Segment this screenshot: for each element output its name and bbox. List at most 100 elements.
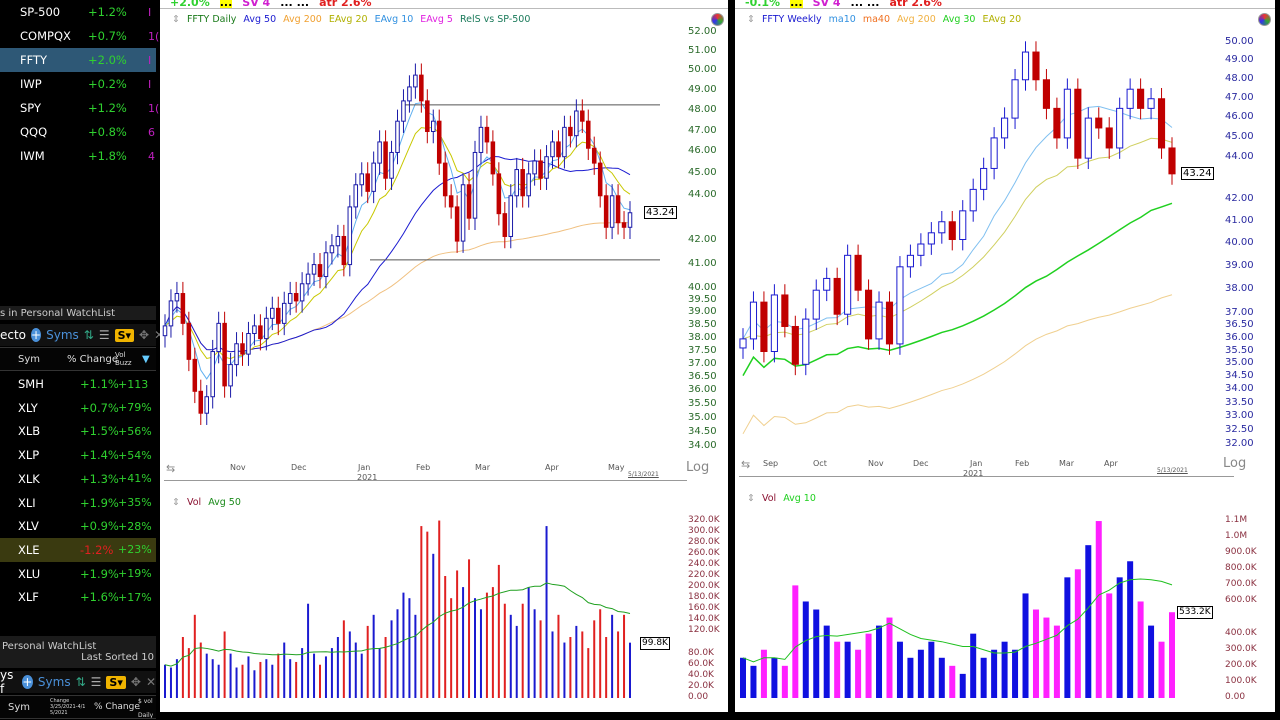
candle-body [538, 160, 543, 179]
watchlist-row-xle[interactable]: XLE -1.2% +23% [0, 537, 156, 562]
vol-buzz: +23% [118, 543, 152, 557]
col-sym[interactable]: Sym [18, 354, 41, 365]
watchlist-row-smh[interactable]: SMH +1.1% +113 [0, 372, 156, 396]
log-scale-toggle[interactable]: Log [1223, 456, 1247, 471]
index-row-spy[interactable]: SPY +1.2% 1( [0, 96, 159, 120]
col-vol-buzz[interactable]: Vol Buzz [115, 351, 132, 367]
index-row-qqq[interactable]: QQQ +0.8% 6 [0, 120, 156, 144]
symbol: SP-500 [20, 5, 61, 19]
drag-handle-icon[interactable]: ⇕ [747, 493, 755, 504]
legend-item[interactable]: ma40 [862, 14, 890, 25]
chart-svg [162, 63, 660, 698]
divider [735, 8, 1275, 9]
volume-bar [479, 609, 482, 698]
col-dollar-vol[interactable]: $ vol - Daily [138, 698, 154, 718]
legend-item[interactable]: RelS vs SP-500 [459, 14, 531, 25]
legend-item[interactable]: Avg 200 [283, 14, 322, 25]
volume-bar [164, 664, 166, 698]
sort-icon[interactable]: ⇅ [83, 328, 94, 342]
candle-body [168, 300, 174, 327]
candle-body [1137, 88, 1145, 109]
watchlist-row-xlk[interactable]: XLK +1.3% +41% [0, 467, 156, 491]
candle-body [770, 294, 778, 353]
legend-item[interactable]: EAvg 20 [328, 14, 368, 25]
volume-bar [917, 649, 924, 698]
candle-body [431, 120, 436, 133]
drag-handle-icon[interactable]: ⇕ [747, 14, 755, 25]
price-tick: 48.00 [1225, 72, 1254, 84]
candle-body [162, 325, 168, 337]
settings-globe-icon[interactable] [1258, 13, 1271, 26]
candle-body [980, 167, 988, 190]
menu-icon[interactable]: ☰ [90, 675, 102, 689]
screen-button[interactable]: S▾ [114, 328, 135, 342]
index-row-sp-500[interactable]: SP-500 +1.2% I [0, 0, 156, 24]
index-row-ffty[interactable]: FFTY +2.0% I [0, 48, 156, 72]
legend-item[interactable]: EAvg 20 [982, 14, 1022, 25]
close-icon[interactable]: ✕ [154, 328, 164, 342]
legend-item[interactable]: Avg 50 [243, 14, 277, 25]
syms-button[interactable]: Syms [37, 675, 71, 689]
candle-body [885, 301, 894, 345]
watchlist-row-xlp[interactable]: XLP +1.4% +54% [0, 443, 156, 467]
candle-body [1021, 51, 1030, 81]
log-scale-toggle[interactable]: Log [686, 460, 710, 475]
drag-handle-icon[interactable]: ⇕ [172, 497, 180, 508]
watchlist-toolbar: ecto + Syms ⇅ ☰ S▾ ✥ ✕ [0, 324, 164, 346]
pct-change: +0.2% [88, 77, 127, 91]
candle-body [1001, 117, 1009, 139]
ma-line [742, 137, 1173, 340]
close-icon[interactable]: ✕ [145, 675, 156, 689]
watchlist-row-xli[interactable]: XLI +1.9% +35% [0, 491, 156, 515]
legend-item[interactable]: FFTY Weekly [761, 14, 822, 25]
menu-icon[interactable]: ☰ [98, 328, 110, 342]
x-tick-label: Mar [1059, 459, 1075, 468]
watchlist-row-xlb[interactable]: XLB +1.5% +56% [0, 419, 156, 443]
watchlist-row-xly[interactable]: XLY +0.7% +79% [0, 396, 156, 420]
watchlist-row-xlv[interactable]: XLV +0.9% +28% [0, 514, 156, 538]
scroll-arrows-icon[interactable]: ⇆ [741, 458, 751, 471]
volume-bar [169, 667, 172, 698]
index-row-iwp[interactable]: IWP +0.2% I [0, 72, 156, 96]
legend-item[interactable]: Vol [186, 497, 202, 508]
drag-handle-icon[interactable]: ⇕ [172, 14, 180, 25]
add-icon[interactable]: + [21, 675, 33, 689]
legend-item[interactable]: ma10 [828, 14, 856, 25]
legend-item[interactable]: EAvg 10 [374, 14, 414, 25]
ma-line [742, 294, 1173, 435]
price-tick: 32.50 [1225, 424, 1254, 436]
index-row-iwm[interactable]: IWM +1.8% 4 [0, 144, 156, 168]
watchlist-row-xlu[interactable]: XLU +1.9% +19% [0, 562, 156, 586]
col-pct-change[interactable]: % Change [94, 702, 140, 712]
sort-icon[interactable]: ⇅ [75, 675, 86, 689]
index-row-compqx[interactable]: COMPQX +0.7% 1( [0, 24, 159, 48]
volume-bar [1137, 601, 1144, 698]
volume-bar [271, 664, 274, 698]
legend-item[interactable]: Avg 200 [897, 14, 936, 25]
move-icon[interactable]: ✥ [130, 675, 141, 689]
legend-item[interactable]: Avg 50 [208, 497, 241, 508]
ma-line [742, 202, 1173, 377]
candle-body [739, 338, 747, 349]
candle-body [959, 210, 967, 241]
scroll-arrows-icon[interactable]: ⇆ [166, 462, 176, 475]
legend-item[interactable]: Avg 30 [942, 14, 976, 25]
legend-item[interactable]: FFTY Daily [186, 14, 237, 25]
add-icon[interactable]: + [31, 328, 42, 342]
watchlist-row-xlf[interactable]: XLF +1.6% +17% [0, 585, 156, 609]
pct-change: +2.0% [88, 53, 127, 67]
col-sym[interactable]: Sym [8, 702, 31, 713]
price-tick: 45.00 [688, 166, 717, 178]
move-icon[interactable]: ✥ [139, 328, 150, 342]
legend-item[interactable]: EAvg 5 [420, 14, 453, 25]
syms-button[interactable]: Syms [46, 328, 79, 342]
legend-item[interactable]: Avg 10 [783, 493, 816, 504]
col-pct-change[interactable]: % Change [67, 354, 118, 365]
screen-button[interactable]: S▾ [106, 675, 126, 689]
strip-item: atr 2.6% [319, 0, 372, 8]
price-tick: 37.00 [688, 357, 717, 369]
col-change-range[interactable]: Change 3/25/2021-4/1 5/2021 [50, 698, 86, 716]
legend-item[interactable]: Vol [761, 493, 777, 504]
settings-globe-icon[interactable] [711, 13, 724, 26]
candle-body [454, 206, 460, 242]
